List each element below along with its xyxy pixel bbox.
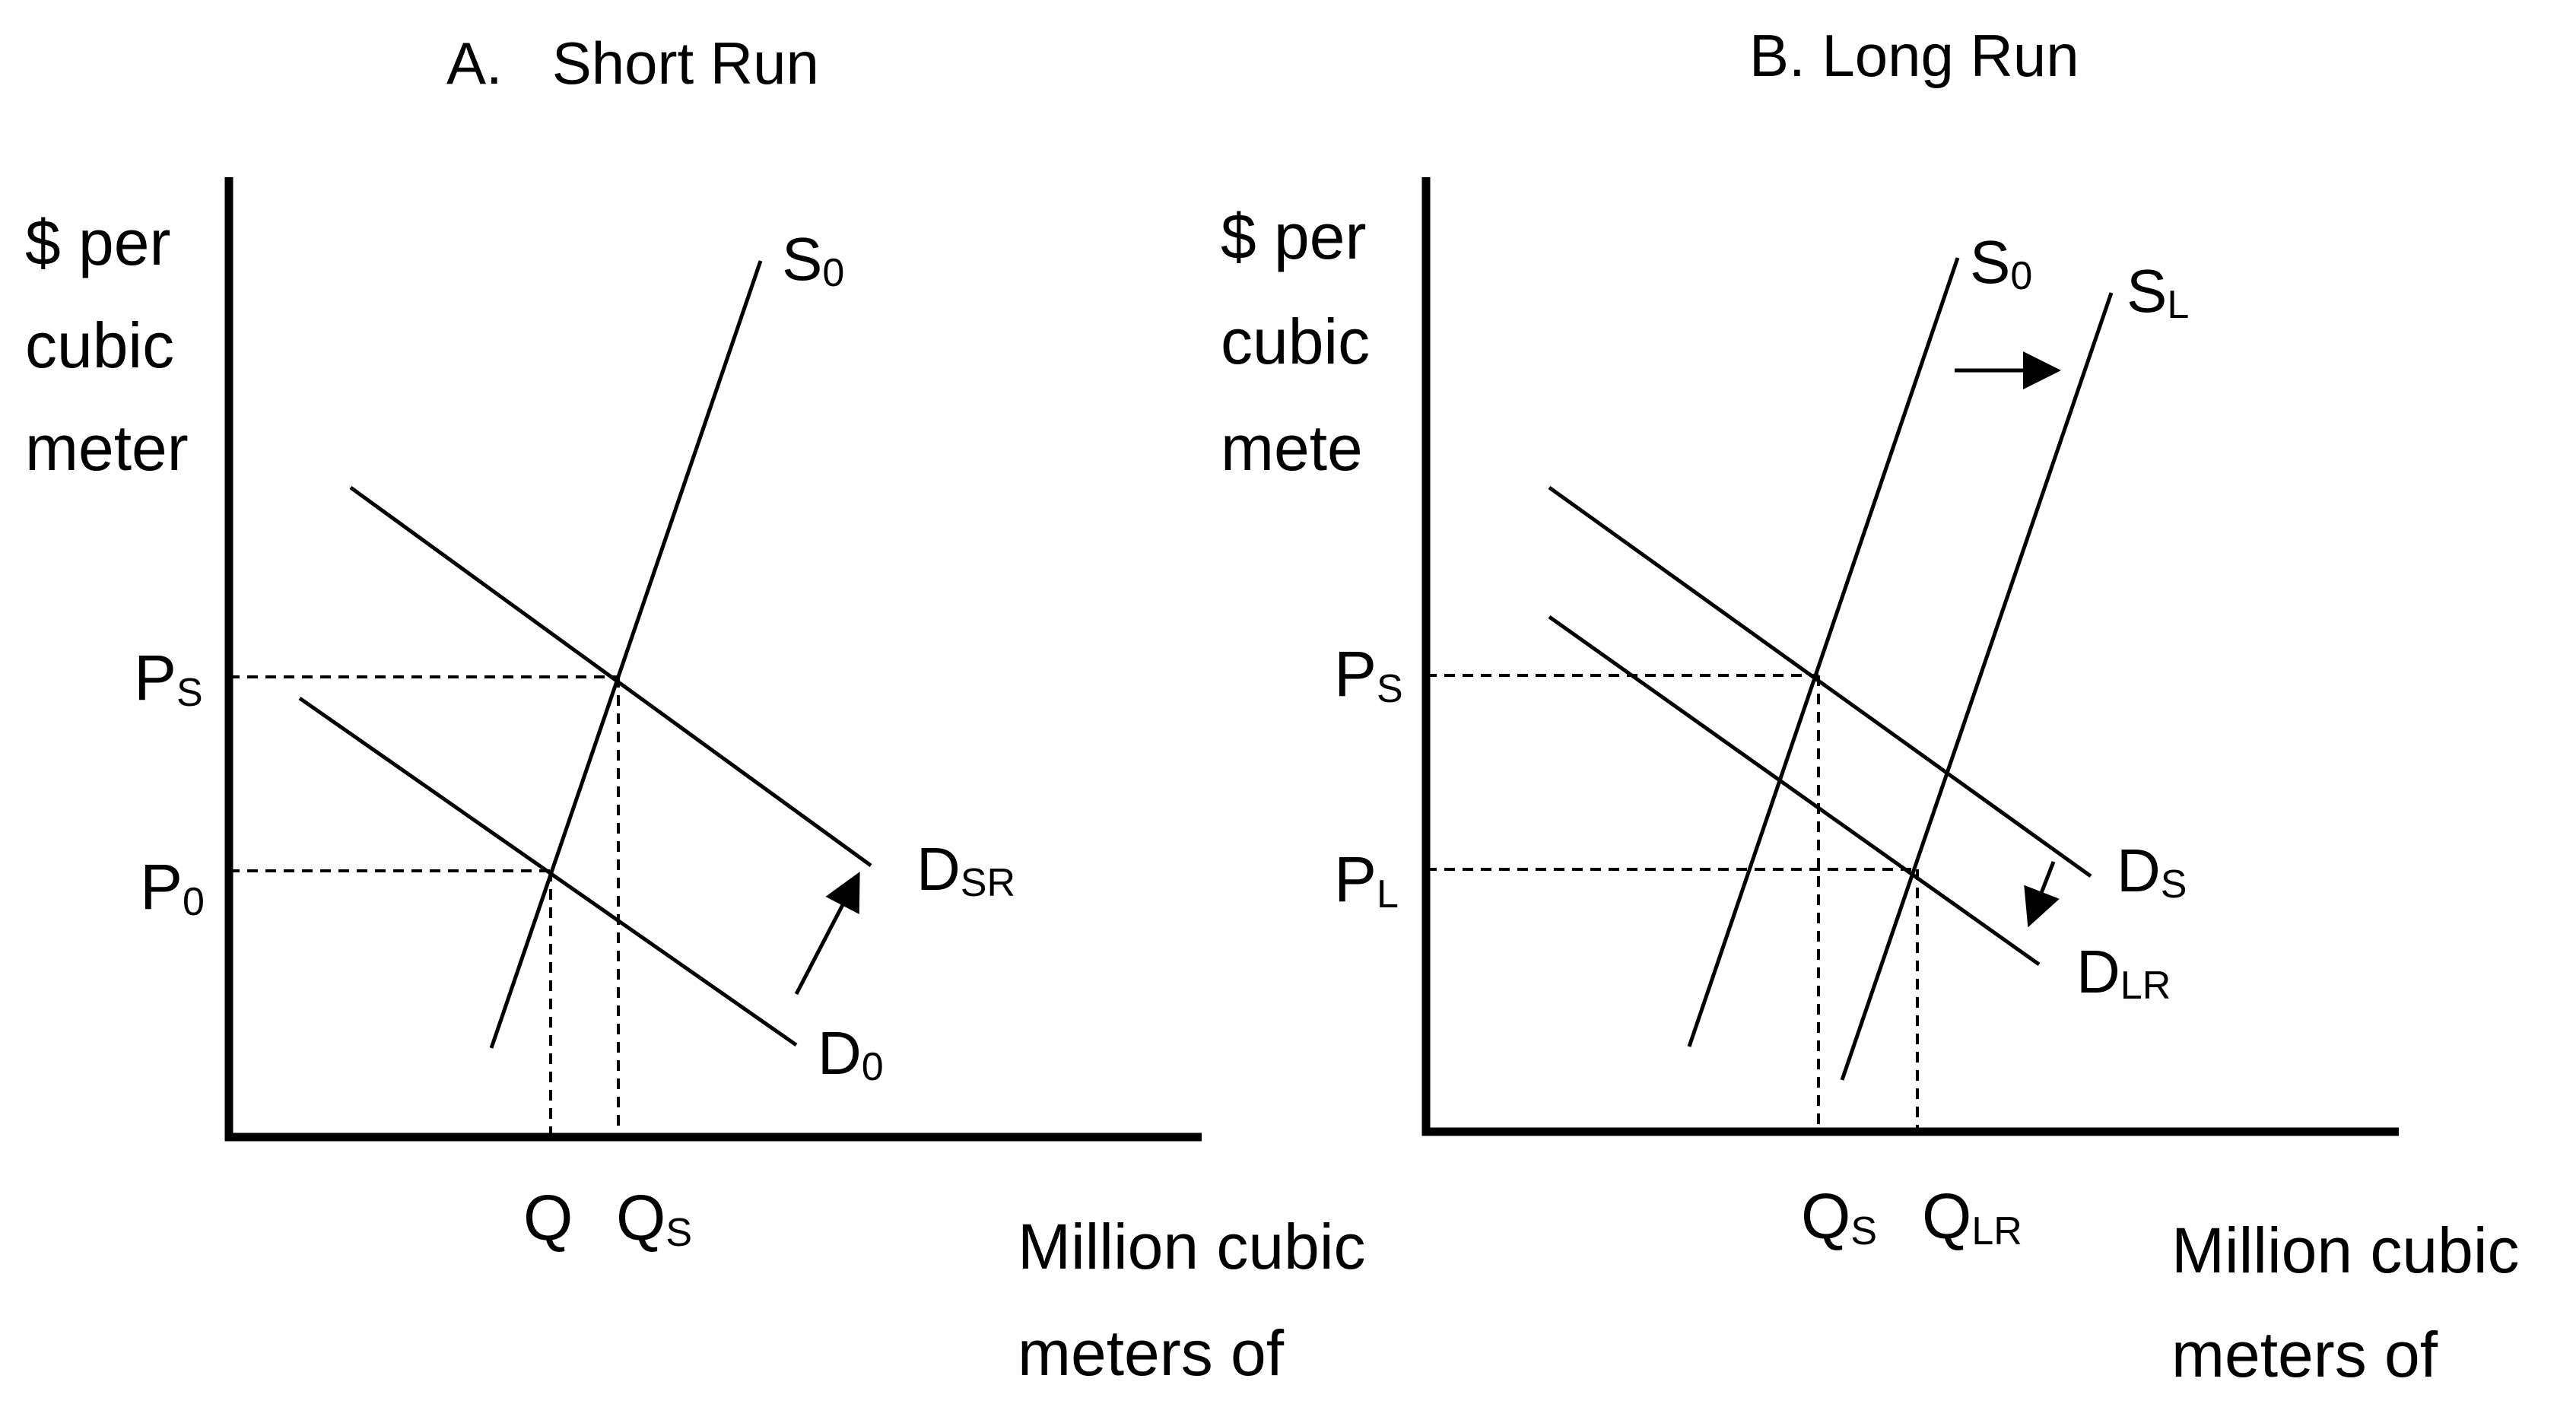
panel-b-y-label-2: cubic (1221, 306, 1370, 377)
panel-b-price-lower-label: PL (1334, 843, 1399, 916)
panel-b-demand-short-curve (1548, 485, 2092, 878)
panel-a-y-label-3: meter (25, 412, 189, 484)
panel-b-y-label-1: $ per (1221, 201, 1366, 272)
panel-b-quantity-first-label: QS (1801, 1180, 1877, 1253)
panel-b-supply-long-curve (1840, 292, 2114, 1081)
panel-b-supply-original-label: S0 (1970, 228, 2032, 298)
panel-a-price-lower-label: P0 (140, 851, 205, 924)
panel-b-x-label-1: Million cubic (2171, 1215, 2520, 1286)
panel-a-demand-shift-arrow (794, 872, 860, 996)
panel-a-y-label-1: $ per (25, 207, 170, 278)
panel-long-run: B. Long Run $ per cubic mete S0 SL DS DL… (1221, 22, 2520, 1390)
panel-a-supply-curve (489, 260, 763, 1049)
panel-b-demand-short-label: DS (2117, 837, 2187, 907)
panel-a-axes (224, 177, 1202, 1142)
panel-b-supply-original-curve (1687, 257, 1960, 1047)
panel-a-supply-label: S0 (782, 225, 844, 295)
panel-b-quantity-second-label: QLR (1922, 1180, 2022, 1253)
panel-b-axes (1421, 177, 2399, 1136)
panel-a-quantity-second-label: QS (616, 1182, 692, 1255)
panel-b-supply-long-label: SL (2127, 257, 2189, 327)
panel-a-quantity-first-label: Q (523, 1182, 573, 1253)
panel-a-x-label-1: Million cubic (1018, 1211, 1366, 1282)
panel-b-demand-long-label: DLR (2076, 938, 2171, 1008)
panel-a-demand-shifted-curve (349, 485, 872, 868)
panel-a-title: A. Short Run (446, 30, 819, 97)
panel-a-y-label-2: cubic (25, 310, 174, 381)
panel-b-y-label-3: mete (1221, 412, 1363, 484)
panel-b-title: B. Long Run (1749, 22, 2079, 89)
panel-a-price-upper-label: PS (134, 642, 203, 715)
panel-b-demand-shift-arrow (2024, 861, 2060, 928)
panel-a-x-label-2: meters of (1018, 1317, 1285, 1389)
panel-short-run: A. Short Run $ per cubic meter S0 DSR D0… (25, 30, 1366, 1389)
panel-a-demand-original-curve (298, 696, 798, 1047)
panel-a-demand-shifted-label: DSR (916, 835, 1015, 905)
panel-a-demand-original-label: D0 (818, 1019, 884, 1089)
panel-b-demand-long-curve (1548, 615, 2041, 967)
panel-b-x-label-2: meters of (2171, 1319, 2438, 1390)
panel-b-price-upper-label: PS (1334, 638, 1403, 711)
